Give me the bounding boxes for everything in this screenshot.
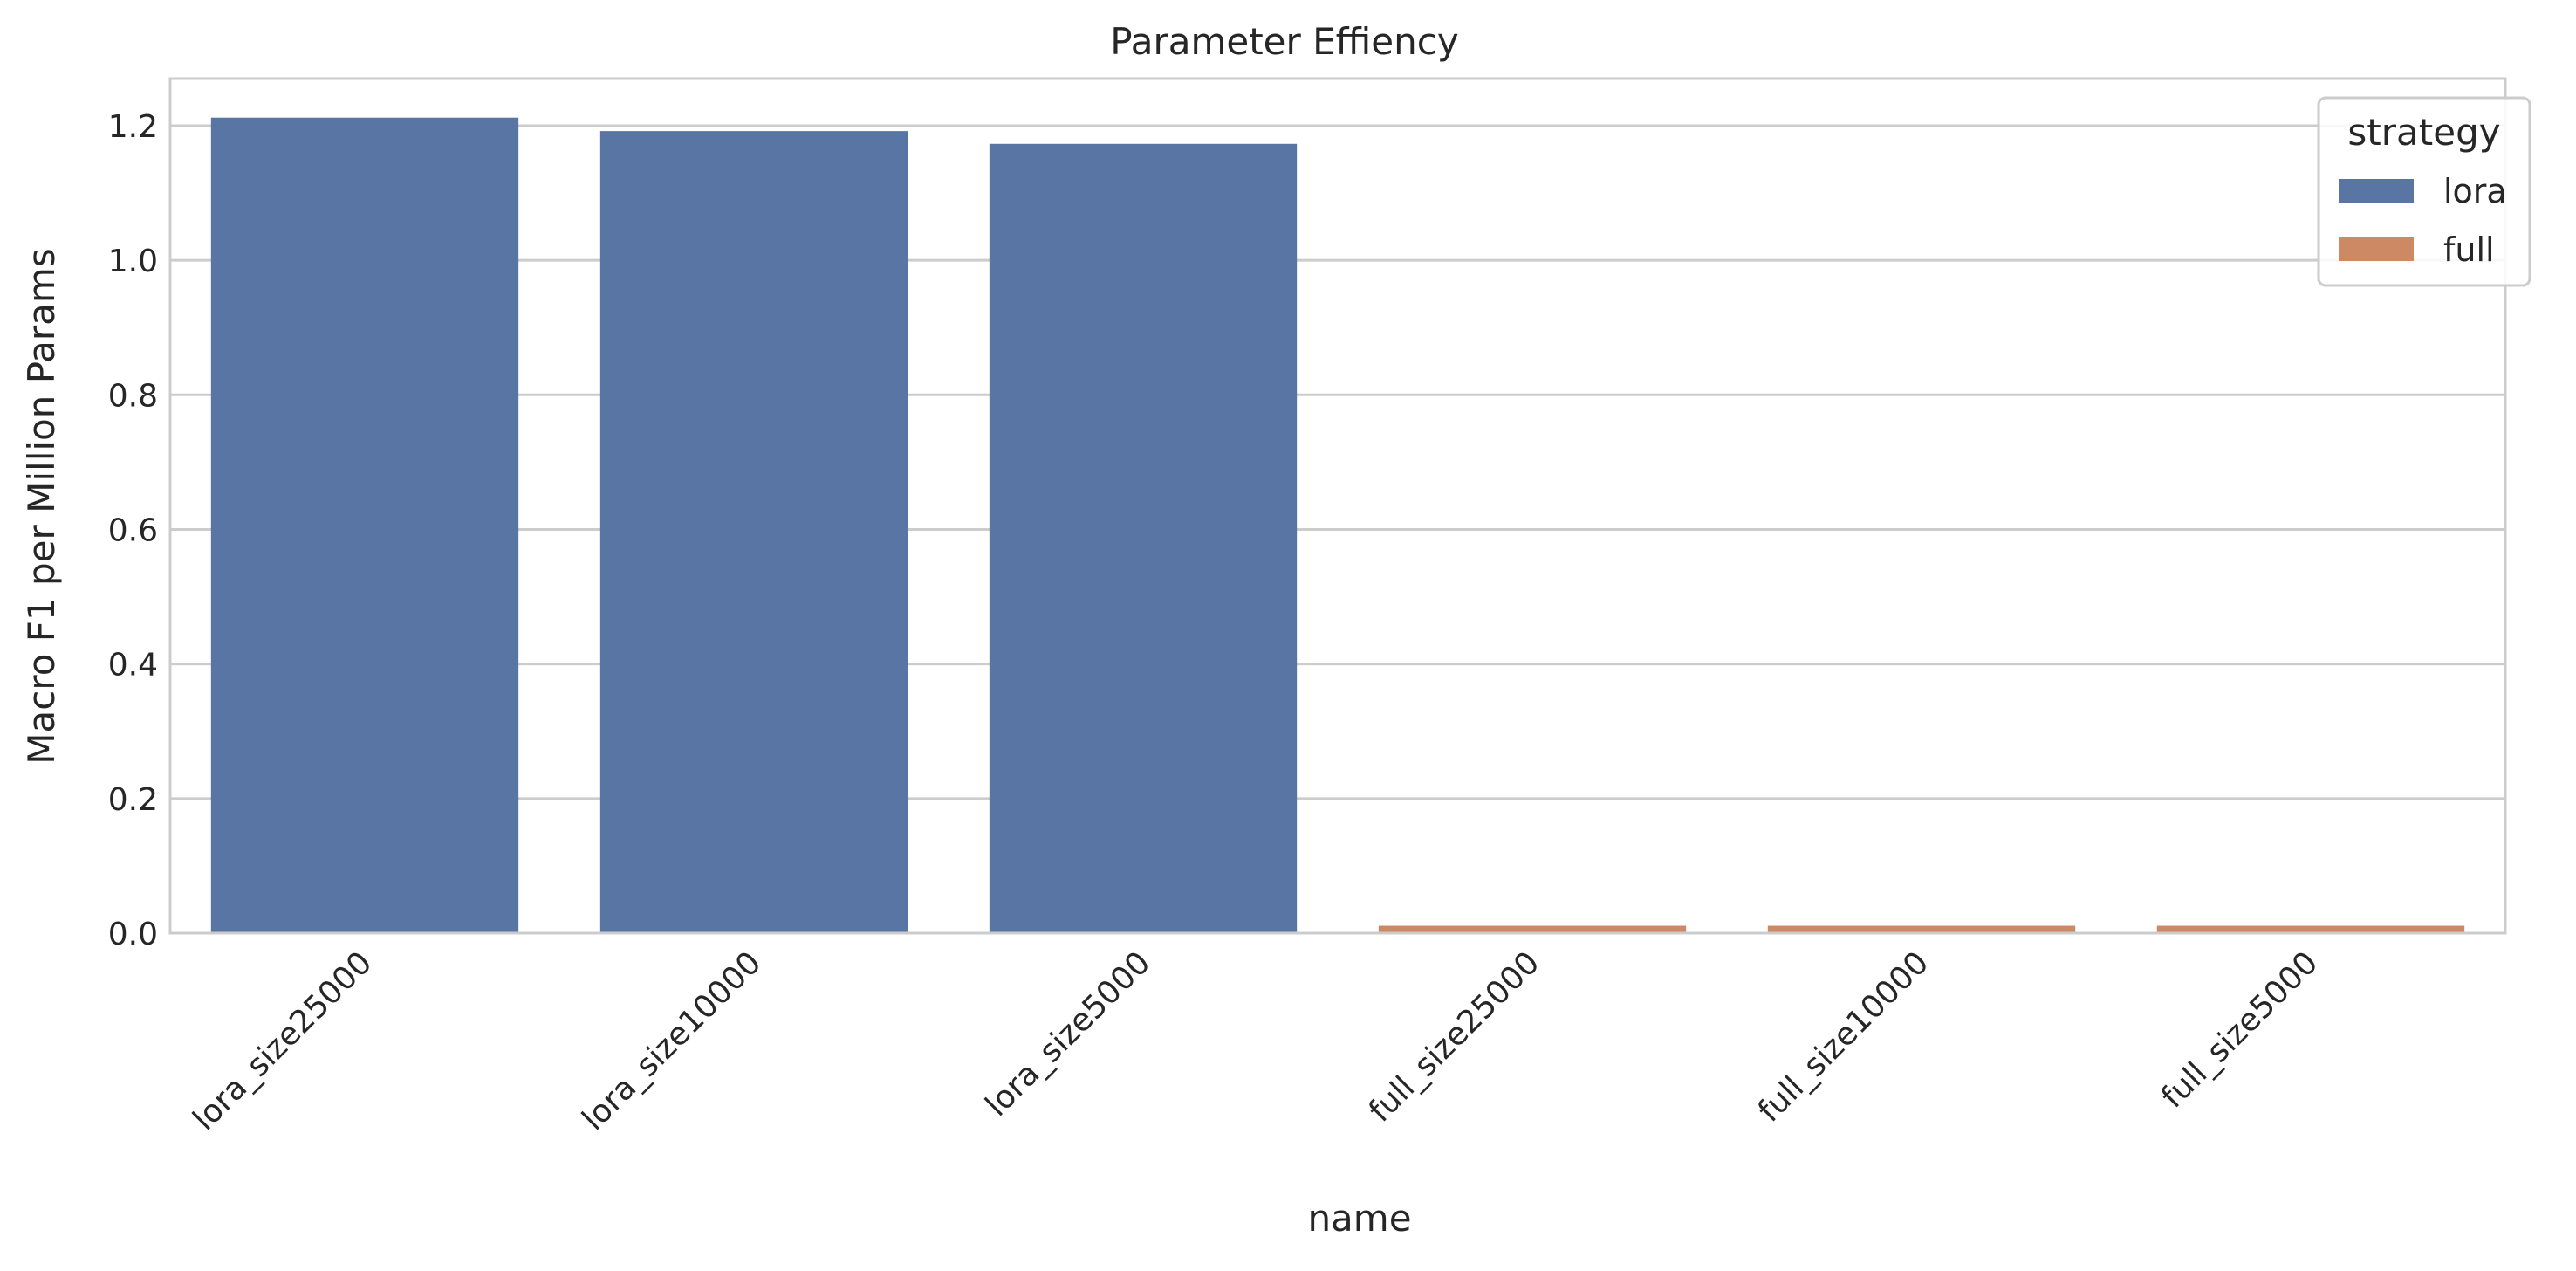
chart-title: Parameter Effiency xyxy=(1110,20,1458,63)
y-tick-label: 0.8 xyxy=(108,378,158,414)
y-tick-label: 1.2 xyxy=(108,109,158,145)
y-tick-label: 0.0 xyxy=(108,917,158,952)
bars xyxy=(210,117,2465,934)
x-tick-label: full_size10000 xyxy=(1751,945,1935,1129)
bar-full_size5000 xyxy=(2156,925,2465,933)
x-tick-label: full_size5000 xyxy=(2155,945,2325,1115)
legend-swatch-full xyxy=(2339,237,2414,261)
bar-full_size25000 xyxy=(1378,925,1687,933)
y-tick-labels: 0.0 0.2 0.4 0.6 0.8 1.0 1.2 xyxy=(108,109,158,952)
y-tick-label: 0.6 xyxy=(108,512,158,548)
y-axis-title: Macro F1 per Million Params xyxy=(20,248,63,764)
bar-full_size10000 xyxy=(1767,925,2076,933)
x-axis-title: name xyxy=(1307,1197,1411,1240)
bar-lora_size10000 xyxy=(599,131,908,933)
x-tick-label: lora_size25000 xyxy=(187,945,380,1137)
legend-swatch-lora xyxy=(2339,179,2414,203)
grid-lines xyxy=(170,124,2505,800)
legend-label-full: full xyxy=(2443,230,2495,269)
x-tick-label: lora_size10000 xyxy=(576,945,769,1137)
y-tick-label: 1.0 xyxy=(108,244,158,279)
y-tick-label: 0.4 xyxy=(108,648,158,684)
y-tick-label: 0.2 xyxy=(108,782,158,818)
legend-label-lora: lora xyxy=(2443,172,2507,210)
legend: strategy lora full xyxy=(2317,96,2531,287)
x-tick-label: full_size25000 xyxy=(1362,945,1546,1129)
legend-title: strategy xyxy=(2347,111,2500,154)
bar-lora_size5000 xyxy=(989,143,1298,933)
plot-frame xyxy=(168,77,2507,935)
x-tick-label: lora_size5000 xyxy=(979,945,1158,1123)
bar-lora_size25000 xyxy=(210,117,519,934)
x-tick-labels: lora_size25000 lora_size10000 lora_size500… xyxy=(187,945,2326,1137)
